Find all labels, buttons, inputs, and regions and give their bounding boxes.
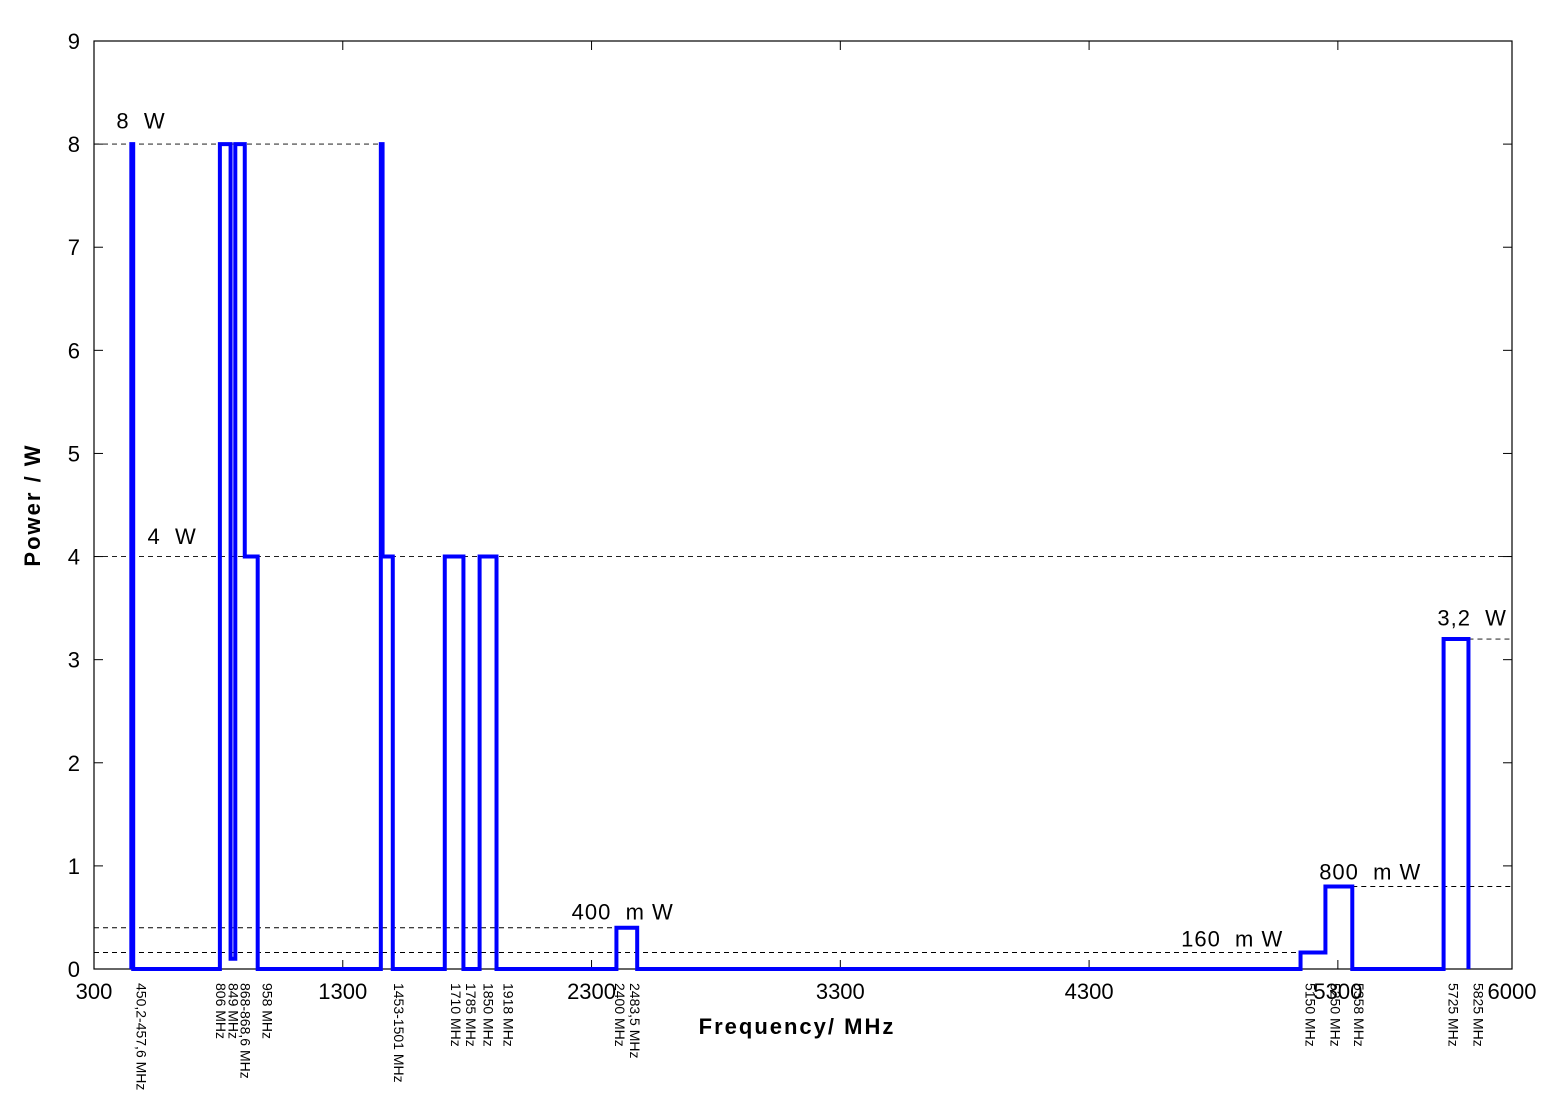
frequency-label: 958 MHz <box>260 983 276 1039</box>
y-axis-title: Power / W <box>20 443 45 566</box>
frequency-label: 1850 MHz <box>480 983 496 1047</box>
frequency-label: 2483,5 MHz <box>627 983 643 1058</box>
power-annotation: 160 m W <box>1181 926 1283 951</box>
power-annotation: 4 W <box>147 524 196 549</box>
power-annotation: 3,2 W <box>1437 606 1507 631</box>
frequency-label: 806 MHz <box>213 983 229 1039</box>
series-line <box>129 142 1471 971</box>
frequency-label: 868-868,6 MHz <box>237 983 253 1079</box>
frequency-label: 5358 MHz <box>1351 983 1367 1047</box>
y-tick-label: 3 <box>68 648 80 673</box>
plot-area-frame <box>93 40 1513 970</box>
y-tick-label: 4 <box>68 545 80 570</box>
frequency-label: 5825 MHz <box>1470 983 1486 1047</box>
frequency-label: 849 MHz <box>225 983 241 1039</box>
frequency-label: 5725 MHz <box>1446 983 1462 1047</box>
frequency-label: 1453-1501 MHz <box>391 983 407 1083</box>
reference-lines <box>94 143 1512 953</box>
frequency-label: 2400 MHz <box>612 983 628 1047</box>
frequency-label: 450,2-457,6 MHz <box>133 983 149 1090</box>
power-annotation: 400 m W <box>572 900 674 925</box>
frequency-label: 1785 MHz <box>463 983 479 1047</box>
x-tick-label: 6000 <box>1488 979 1537 1004</box>
y-tick-label: 8 <box>68 132 80 157</box>
axis-ticks: 300 1300 2300 3300 4300 5300 6000 0 1 2 3 4 5 6 7 8 9 <box>68 29 1537 1004</box>
frequency-label: 5150 MHz <box>1303 983 1319 1047</box>
x-axis-title: Frequency/ MHz <box>699 1014 896 1039</box>
y-tick-label: 2 <box>68 751 80 776</box>
series-layer <box>129 142 1471 971</box>
frequency-label: 5250 MHz <box>1327 983 1343 1047</box>
x-tick-label: 4300 <box>1065 979 1114 1004</box>
y-tick-label: 9 <box>68 29 80 54</box>
y-tick-label: 5 <box>68 441 80 466</box>
power-annotation: 800 m W <box>1319 859 1421 884</box>
x-tick-label: 3300 <box>816 979 865 1004</box>
y-tick-label: 6 <box>68 338 80 363</box>
frequency-label: 1710 MHz <box>448 983 464 1047</box>
x-tick-label: 2300 <box>567 979 616 1004</box>
x-tick-label: 1300 <box>318 979 367 1004</box>
power-annotations: 8 W 4 W 400 m W 160 m W 800 m W 3,2 W <box>116 109 1507 952</box>
y-tick-label: 0 <box>68 957 80 982</box>
frequency-label: 1918 MHz <box>500 983 516 1047</box>
x-tick-label: 5300 <box>1313 979 1362 1004</box>
power-annotation: 8 W <box>116 109 165 134</box>
x-tick-label: 300 <box>76 979 113 1004</box>
y-tick-label: 1 <box>68 854 80 879</box>
y-tick-label: 7 <box>68 235 80 260</box>
